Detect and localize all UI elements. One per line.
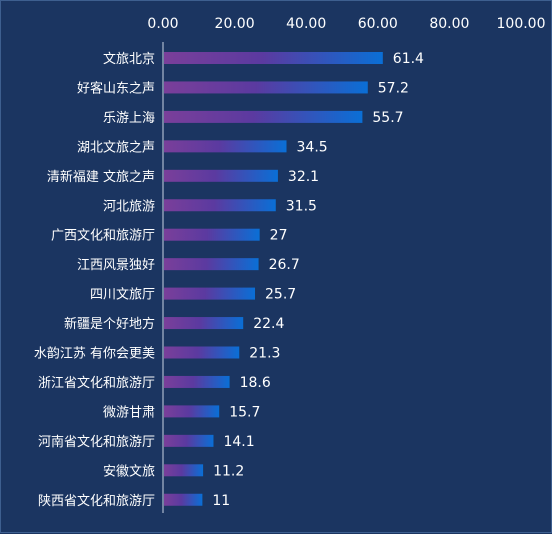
x-tick-label: 0.00 (147, 16, 178, 32)
bar (164, 81, 368, 94)
value-label: 22.4 (253, 316, 284, 332)
bar (164, 52, 383, 64)
category-label: 河北旅游 (103, 199, 155, 214)
bar (164, 140, 287, 153)
bar (164, 493, 203, 506)
category-label: 陕西省文化和旅游厅 (38, 494, 155, 509)
category-label: 微游甘肃 (103, 405, 155, 420)
category-label: 广西文化和旅游厅 (51, 229, 155, 244)
value-label: 55.7 (372, 110, 403, 126)
value-label: 14.1 (223, 434, 254, 450)
bar-row: 湖北文旅之声 34.5 (77, 139, 328, 155)
value-label: 21.3 (249, 346, 280, 362)
x-tick-label: 40.00 (286, 16, 326, 32)
value-label: 61.4 (393, 51, 424, 67)
value-label: 57.2 (378, 80, 409, 96)
bar (164, 199, 276, 212)
x-tick-label: 20.00 (215, 16, 255, 32)
bar-row: 清新福建 文旅之声 32.1 (47, 169, 319, 185)
bar-row: 微游甘肃 15.7 (103, 404, 260, 420)
value-label: 18.6 (240, 375, 271, 391)
bar-row: 新疆是个好地方 22.4 (64, 316, 284, 332)
value-label: 34.5 (297, 139, 328, 155)
bar-row: 陕西省文化和旅游厅 11 (38, 493, 230, 509)
bar (164, 169, 278, 182)
category-label: 新疆是个好地方 (64, 316, 155, 332)
bar (164, 405, 220, 418)
value-label: 31.5 (286, 198, 317, 214)
x-axis-ticks: 0.00 20.00 40.00 60.00 80.00 100.00 (147, 16, 545, 32)
value-label: 26.7 (269, 257, 300, 273)
value-label: 27 (270, 228, 288, 244)
bar-row: 浙江省文化和旅游厅 18.6 (38, 375, 271, 391)
bar (164, 434, 214, 447)
category-label: 浙江省文化和旅游厅 (38, 376, 155, 391)
bar-row: 文旅北京 61.4 (103, 51, 424, 67)
category-label: 好客山东之声 (77, 80, 155, 96)
category-label: 四川文旅厅 (90, 288, 155, 303)
bar-row: 河北旅游 31.5 (103, 198, 317, 214)
bar-row: 四川文旅厅 25.7 (90, 287, 296, 303)
bar (164, 228, 260, 241)
bar (164, 346, 240, 359)
x-tick-label: 100.00 (497, 16, 546, 32)
bar-row: 河南省文化和旅游厅 14.1 (38, 434, 255, 450)
bar-row: 乐游上海 55.7 (103, 110, 404, 126)
category-label: 江西风景独好 (77, 258, 155, 273)
bar (164, 258, 259, 271)
category-label: 文旅北京 (103, 52, 155, 67)
category-label: 安徽文旅 (103, 464, 155, 479)
bar-row: 水韵江苏 有你会更美 21.3 (34, 346, 281, 362)
bar (164, 110, 363, 123)
value-label: 11.2 (213, 463, 244, 479)
value-label: 25.7 (265, 287, 296, 303)
x-tick-label: 80.00 (429, 16, 469, 32)
category-label: 河南省文化和旅游厅 (38, 434, 155, 450)
bar-row: 广西文化和旅游厅 27 (51, 228, 288, 244)
bars-group: 文旅北京 61.4 好客山东之声 57.2 乐游上海 55.7 湖北文旅之声 34.5 清新福建… (34, 51, 424, 509)
category-label: 清新福建 文旅之声 (47, 169, 155, 185)
category-label: 乐游上海 (103, 111, 155, 126)
bar (164, 317, 244, 330)
bar (164, 375, 230, 388)
bar (164, 464, 204, 477)
bar-row: 安徽文旅 11.2 (103, 463, 244, 479)
bar-row: 江西风景独好 26.7 (77, 257, 300, 273)
bar (164, 287, 256, 300)
value-label: 11 (212, 493, 230, 509)
category-label: 湖北文旅之声 (77, 140, 155, 155)
x-tick-label: 60.00 (358, 16, 398, 32)
bar-row: 好客山东之声 57.2 (77, 80, 409, 96)
value-label: 32.1 (288, 169, 319, 185)
value-label: 15.7 (229, 404, 260, 420)
category-label: 水韵江苏 有你会更美 (34, 346, 155, 362)
